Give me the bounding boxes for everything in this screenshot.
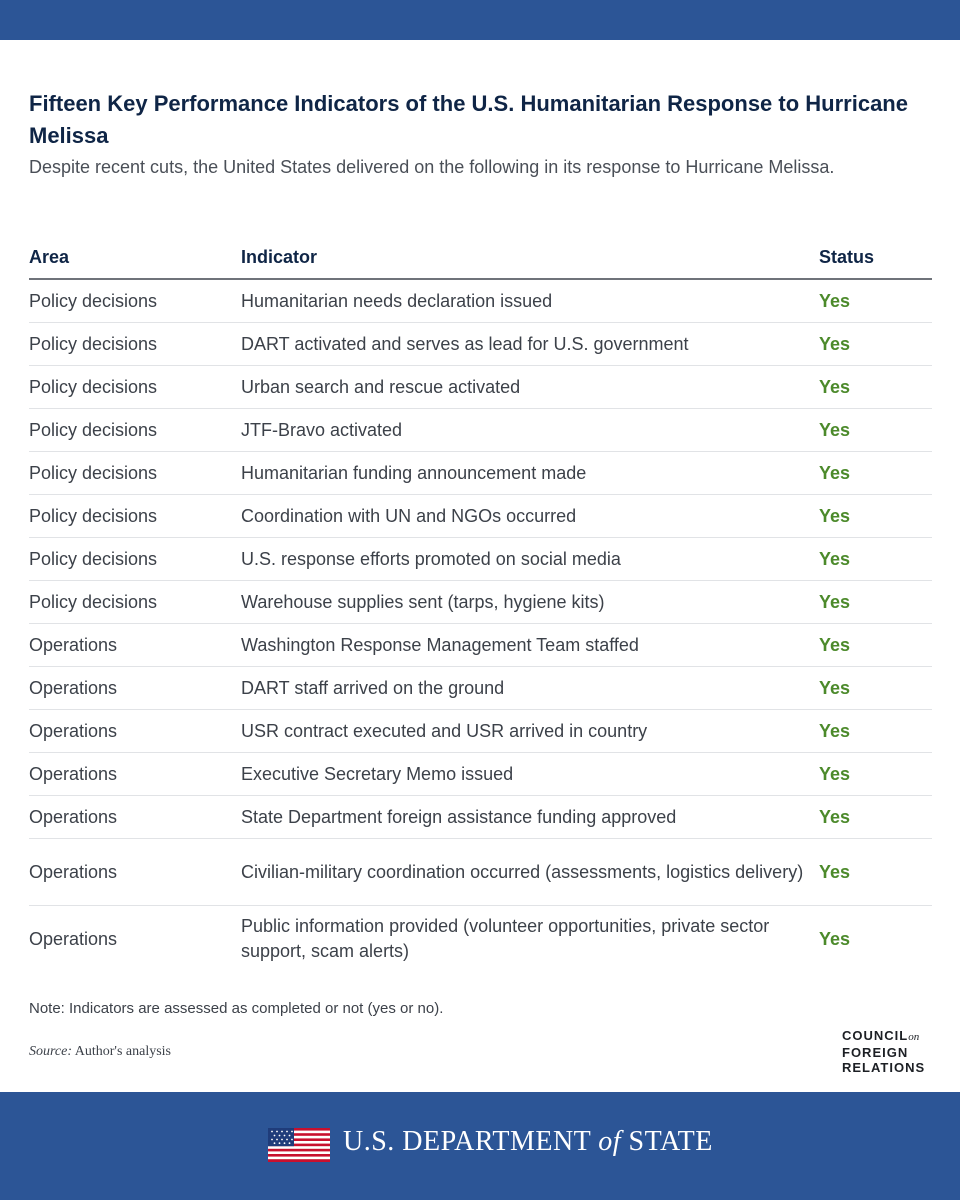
top-banner [0, 0, 960, 40]
cell-status: Yes [819, 763, 851, 784]
logo-on: on [908, 1031, 920, 1043]
chart-subtitle: Despite recent cuts, the United States d… [29, 157, 835, 177]
cell-indicator: State Department foreign assistance fund… [241, 806, 677, 827]
cell-indicator: DART staff arrived on the ground [241, 677, 505, 698]
table-row: Policy decisions DART activated and serve… [29, 323, 932, 366]
cell-area: Policy decisions [29, 591, 158, 612]
note-text: Note: Indicators are assessed as complet… [29, 1000, 444, 1017]
dept-prefix: U.S. DEPARTMENT [343, 1126, 591, 1157]
cell-indicator: JTF-Bravo activated [241, 419, 403, 440]
cell-status: Yes [819, 634, 851, 655]
cell-area: Operations [29, 677, 118, 698]
cell-indicator: Humanitarian needs declaration issued [241, 290, 553, 311]
cell-area: Policy decisions [29, 333, 158, 354]
cell-area: Policy decisions [29, 419, 158, 440]
us-flag-icon [268, 1128, 330, 1162]
cell-indicator: Executive Secretary Memo issued [241, 763, 514, 784]
cell-area: Policy decisions [29, 290, 158, 311]
table-row: Operations Public information provided (v… [29, 906, 932, 972]
cell-indicator: Warehouse supplies sent (tarps, hygiene … [241, 591, 605, 612]
logo-line-foreign: FOREIGN [842, 1045, 909, 1060]
cell-indicator: U.S. response efforts promoted on social… [241, 548, 621, 569]
cell-status: Yes [819, 376, 851, 397]
table-row: Policy decisions Humanitarian needs decla… [29, 280, 932, 323]
cell-area: Policy decisions [29, 462, 158, 483]
cell-indicator: Urban search and rescue activated [241, 376, 521, 397]
cfr-logo: COUNCILon FOREIGN RELATIONS [842, 1028, 925, 1075]
cell-indicator: Humanitarian funding announcement made [241, 462, 587, 483]
cell-indicator: Washington Response Management Team staf… [241, 634, 639, 655]
department-name: U.S. DEPARTMENT of STATE [343, 1126, 713, 1158]
header-indicator: Indicator [241, 246, 318, 267]
table-row: Policy decisions Warehouse supplies sent … [29, 581, 932, 624]
source-label: Source: [29, 1044, 73, 1059]
infographic-card: Fifteen Key Performance Indicators of th… [0, 40, 960, 1092]
kpi-table: Area Indicator Status Policy decisions Hu… [29, 236, 932, 972]
cell-indicator: Coordination with UN and NGOs occurred [241, 505, 577, 526]
cell-status: Yes [819, 677, 851, 698]
table-header-row: Area Indicator Status [29, 236, 932, 280]
cell-status: Yes [819, 928, 851, 949]
dept-of: of [598, 1126, 622, 1157]
cell-area: Policy decisions [29, 505, 158, 526]
cell-status: Yes [819, 548, 851, 569]
cell-status: Yes [819, 333, 851, 354]
cell-indicator: USR contract executed and USR arrived in… [241, 720, 648, 741]
cell-status: Yes [819, 720, 851, 741]
cell-status: Yes [819, 505, 851, 526]
chart-title: Fifteen Key Performance Indicators of th… [29, 91, 908, 148]
cell-area: Operations [29, 763, 118, 784]
cell-indicator: Public information provided (volunteer o… [241, 916, 770, 961]
table-row: Policy decisions Urban search and rescue … [29, 366, 932, 409]
source-text: Author's analysis [74, 1044, 172, 1059]
table-row: Operations USR contract executed and USR … [29, 710, 932, 753]
cell-area: Operations [29, 928, 118, 949]
table-row: Policy decisions JTF-Bravo activated Yes [29, 409, 932, 452]
cell-area: Policy decisions [29, 376, 158, 397]
table-row: Operations Washington Response Management… [29, 624, 932, 667]
cell-status: Yes [819, 806, 851, 827]
cell-status: Yes [819, 861, 851, 882]
cell-area: Operations [29, 720, 118, 741]
logo-line-council: COUNCIL [842, 1028, 909, 1043]
cell-indicator: DART activated and serves as lead for U.… [241, 333, 689, 354]
cell-status: Yes [819, 419, 851, 440]
logo-line-relations: RELATIONS [842, 1060, 926, 1075]
table-row: Policy decisions U.S. response efforts pr… [29, 538, 932, 581]
cell-status: Yes [819, 462, 851, 483]
cell-status: Yes [819, 591, 851, 612]
dept-suffix: STATE [628, 1126, 713, 1157]
cell-indicator: Civilian-military coordination occurred … [241, 861, 804, 882]
table-row: Policy decisions Coordination with UN and… [29, 495, 932, 538]
header-status: Status [819, 246, 875, 267]
table-row: Operations DART staff arrived on the grou… [29, 667, 932, 710]
source-line: Source: Author's analysis [29, 1044, 171, 1060]
header-area: Area [29, 246, 70, 267]
cell-area: Policy decisions [29, 548, 158, 569]
footer-banner: U.S. DEPARTMENT of STATE [0, 1092, 960, 1200]
table-row: Operations State Department foreign assis… [29, 796, 932, 839]
table-row: Operations Executive Secretary Memo issue… [29, 753, 932, 796]
cell-area: Operations [29, 634, 118, 655]
cell-area: Operations [29, 806, 118, 827]
cell-status: Yes [819, 290, 851, 311]
table-row: Policy decisions Humanitarian funding ann… [29, 452, 932, 495]
table-row: Operations Civilian-military coordination… [29, 839, 932, 906]
cell-area: Operations [29, 861, 118, 882]
